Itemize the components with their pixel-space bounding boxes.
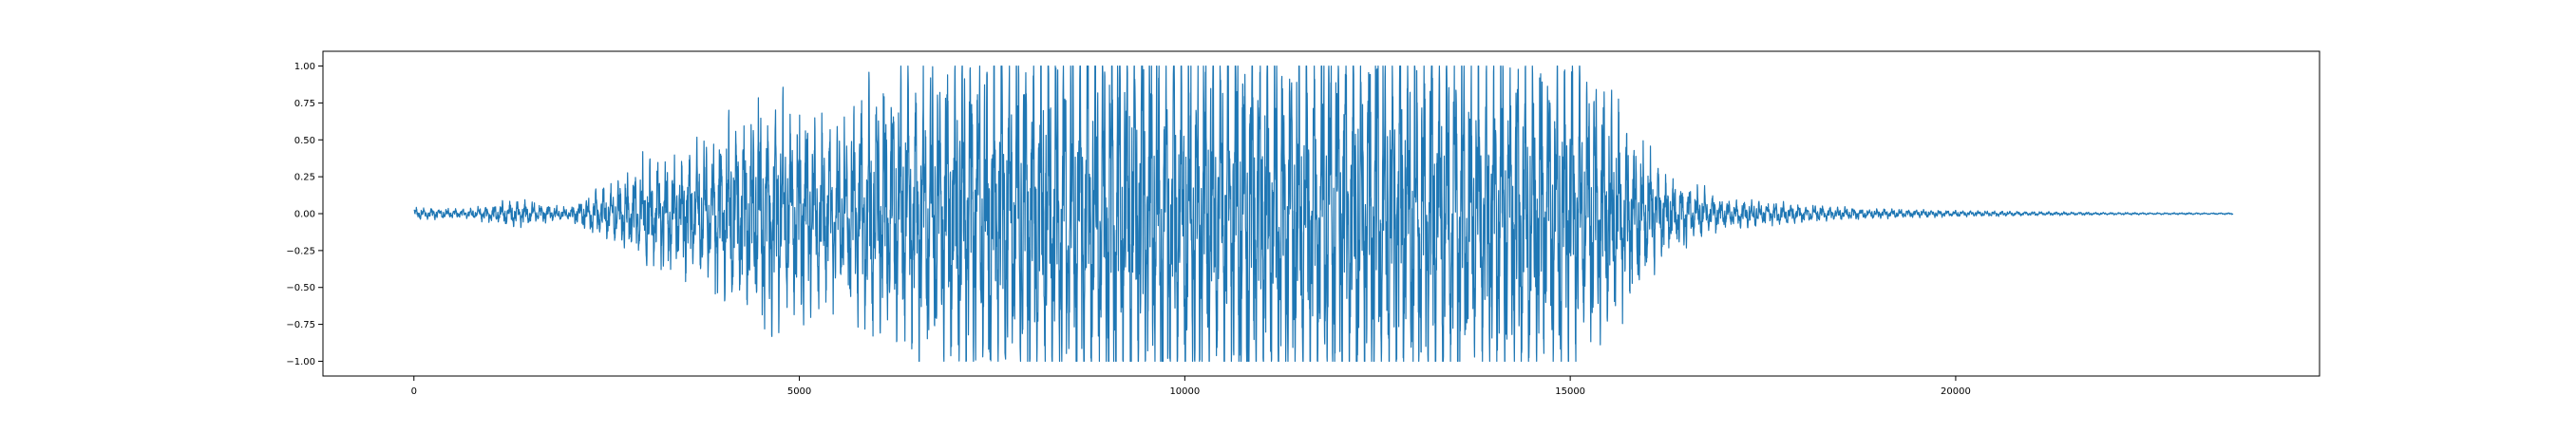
- x-axis: 0 5000 10000 15000 20000: [411, 376, 1971, 397]
- y-tick-label: 0.75: [294, 99, 315, 109]
- y-tick-label: −0.50: [286, 283, 315, 293]
- series-layer: [413, 65, 2234, 363]
- x-tick-label: 5000: [787, 386, 811, 397]
- y-axis: −1.00 −0.75 −0.50 −0.25 0.00 0.25 0.50 0.75 1.00: [286, 62, 323, 367]
- y-tick-label: 0.00: [294, 210, 315, 220]
- waveform-series-line: [413, 65, 2234, 363]
- x-tick-label: 15000: [1555, 386, 1585, 397]
- x-tick-label: 20000: [1941, 386, 1971, 397]
- y-tick-label: −0.75: [286, 320, 315, 330]
- y-tick-label: −0.25: [286, 246, 315, 256]
- x-tick-label: 10000: [1169, 386, 1200, 397]
- y-tick-label: 1.00: [294, 62, 315, 72]
- y-tick-label: 0.25: [294, 173, 315, 183]
- x-tick-label: 0: [411, 386, 417, 397]
- y-tick-label: 0.50: [294, 136, 315, 146]
- y-tick-label: −1.00: [286, 357, 315, 367]
